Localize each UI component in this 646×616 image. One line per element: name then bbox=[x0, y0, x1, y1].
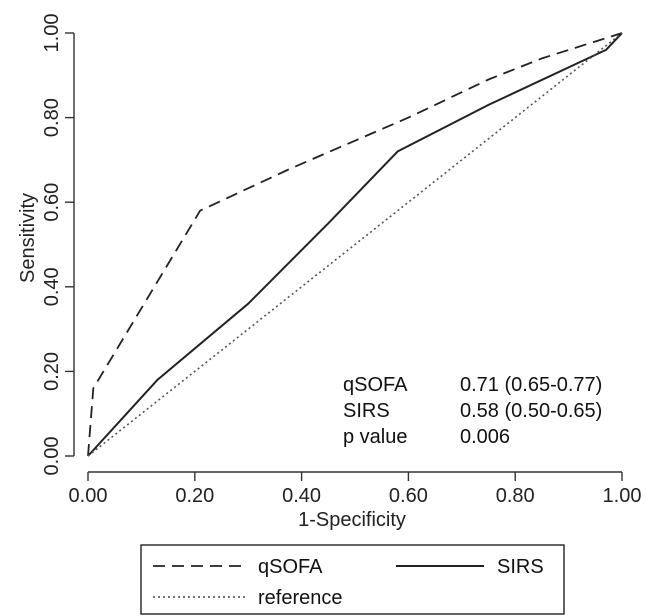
legend-label-qsofa: qSOFA bbox=[258, 556, 323, 578]
series-line-reference bbox=[87, 32, 623, 457]
stats-annotation: qSOFA 0.71 (0.65-0.77) SIRS 0.58 (0.50-0… bbox=[343, 374, 602, 448]
y-tick-label: 0.00 bbox=[41, 437, 63, 476]
stats-label-pvalue: p value bbox=[343, 426, 408, 448]
y-axis-label: Sensitivity bbox=[17, 193, 39, 283]
stats-value-pvalue: 0.006 bbox=[460, 426, 510, 448]
series-lines bbox=[87, 32, 623, 457]
x-tick-label: 0.80 bbox=[496, 485, 535, 507]
series-line-sirs bbox=[87, 32, 623, 457]
y-tick-label: 0.60 bbox=[41, 183, 63, 222]
x-tick-label: 0.20 bbox=[175, 485, 214, 507]
y-axis-ticks: 0.00 0.20 0.40 0.60 0.80 1.00 bbox=[41, 14, 74, 476]
y-tick-label: 1.00 bbox=[41, 14, 63, 53]
x-tick-label: 0.60 bbox=[389, 485, 428, 507]
legend-label-sirs: SIRS bbox=[497, 556, 544, 578]
y-tick-label: 0.80 bbox=[41, 98, 63, 137]
stats-value-sirs: 0.58 (0.50-0.65) bbox=[460, 400, 602, 422]
stats-label-sirs: SIRS bbox=[343, 400, 390, 422]
legend-box bbox=[140, 544, 565, 615]
x-tick-label: 0.00 bbox=[69, 485, 108, 507]
series-line-qsofa bbox=[87, 32, 623, 457]
axes bbox=[73, 33, 622, 473]
x-axis-label: 1-Specificity bbox=[298, 509, 406, 531]
x-axis-ticks: 0.00 0.20 0.40 0.60 0.80 1.00 bbox=[69, 472, 642, 507]
y-tick-label: 0.20 bbox=[41, 352, 63, 391]
y-tick-label: 0.40 bbox=[41, 267, 63, 306]
x-tick-label: 1.00 bbox=[603, 485, 642, 507]
x-tick-label: 0.40 bbox=[282, 485, 321, 507]
legend-label-reference: reference bbox=[258, 587, 343, 609]
stats-label-qsofa: qSOFA bbox=[343, 374, 408, 396]
legend: qSOFA SIRS reference bbox=[140, 544, 565, 615]
stats-value-qsofa: 0.71 (0.65-0.77) bbox=[460, 374, 602, 396]
